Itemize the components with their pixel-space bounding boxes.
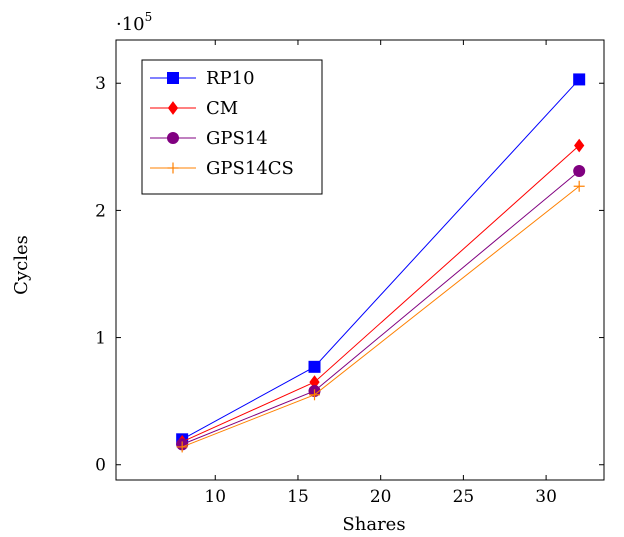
legend-label: CM bbox=[206, 98, 238, 119]
y-axis-scale-factor: ·105 bbox=[116, 10, 152, 35]
x-tick-label: 30 bbox=[535, 487, 557, 507]
plot-area bbox=[115, 39, 605, 481]
legend-entry: RP10 bbox=[150, 68, 255, 89]
legend-marker bbox=[167, 162, 179, 174]
data-point bbox=[573, 180, 585, 192]
series-gps14 bbox=[176, 164, 586, 451]
y-scale-base: ·10 bbox=[116, 14, 145, 35]
data-point bbox=[176, 441, 188, 453]
series-layer bbox=[176, 73, 586, 453]
x-axis-title: Shares bbox=[342, 514, 405, 535]
series-line bbox=[181, 170, 580, 445]
plot-frame bbox=[115, 39, 605, 481]
y-tick-label: 1 bbox=[95, 329, 106, 349]
legend-entry: CM bbox=[150, 98, 238, 119]
x-tick-label: 20 bbox=[370, 487, 392, 507]
legend-label: GPS14CS bbox=[206, 158, 294, 179]
x-tick-label: 15 bbox=[287, 487, 309, 507]
data-point bbox=[574, 138, 585, 153]
y-tick-label: 0 bbox=[95, 456, 106, 476]
axis-ticks: 10 15 20 25 30 0 1 2 3 bbox=[95, 40, 604, 507]
y-tick-label: 3 bbox=[95, 74, 106, 94]
legend: RP10 CM GPS14 GPS14CS bbox=[141, 59, 323, 195]
legend-label: GPS14 bbox=[206, 128, 268, 149]
legend-label: RP10 bbox=[206, 68, 255, 89]
y-tick-label: 2 bbox=[95, 201, 106, 221]
legend-marker bbox=[167, 72, 179, 84]
x-tick-label: 10 bbox=[204, 487, 226, 507]
legend-marker bbox=[167, 132, 179, 144]
y-axis-title: Cycles bbox=[11, 235, 32, 295]
x-tick-label: 25 bbox=[453, 487, 475, 507]
data-point bbox=[309, 389, 321, 401]
data-point bbox=[308, 360, 321, 373]
data-point bbox=[573, 164, 586, 177]
legend-entry: GPS14CS bbox=[150, 158, 294, 179]
series-line bbox=[181, 185, 580, 448]
data-point bbox=[573, 73, 586, 86]
y-scale-exponent: 5 bbox=[145, 10, 153, 24]
series-gps14cs bbox=[176, 180, 585, 453]
legend-marker bbox=[167, 101, 179, 115]
legend-entry: GPS14 bbox=[150, 128, 268, 149]
